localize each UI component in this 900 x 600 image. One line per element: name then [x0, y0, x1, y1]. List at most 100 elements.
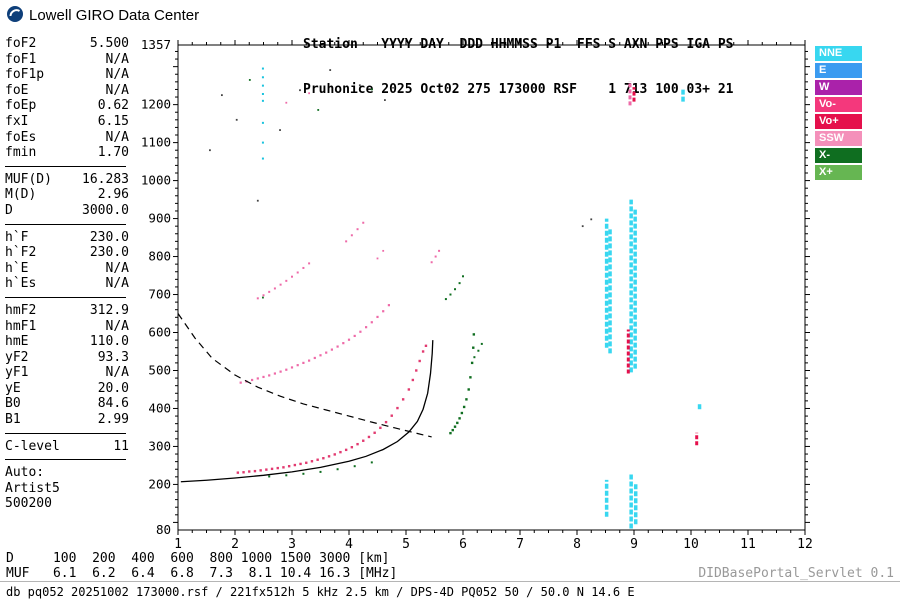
- param-value: 1.70: [97, 145, 129, 161]
- param-row: hmE 110.0: [5, 334, 129, 350]
- param-label: foF2: [5, 36, 37, 51]
- o-second-hop-upper: [256, 297, 259, 300]
- muf-row: MUF 6.1 6.2 6.4 6.8 7.3 8.1 10.4 16.3 [M…: [6, 566, 398, 581]
- o-trace: [356, 442, 359, 446]
- x-tick-label: 5: [402, 537, 410, 552]
- y-tick-label: 700: [148, 287, 171, 302]
- param-value: 3000.0: [82, 202, 129, 218]
- y-tick-label: 200: [148, 476, 171, 491]
- legend-item-w: W: [815, 80, 862, 95]
- x-tick-label: 2: [231, 537, 239, 552]
- parameter-panel: foF2 5.500 foF1 N/A foF1p N/A foE N/A foEp 0.62 fx…: [5, 36, 129, 512]
- footer-info: db pq052 20251002 173000.rsf / 221fx512h…: [6, 585, 635, 599]
- brand-title[interactable]: Lowell GIRO Data Center: [29, 7, 200, 24]
- o-trace: [418, 359, 421, 363]
- o-second-hop-upper: [430, 261, 433, 264]
- o-second-hop-upper: [438, 249, 441, 252]
- param-row: h`F2 230.0: [5, 245, 129, 261]
- x-tick-label: 11: [740, 537, 756, 552]
- x-trace-second-hop: [462, 275, 464, 278]
- o-trace: [236, 471, 240, 474]
- x-trace: [458, 417, 461, 420]
- param-row: foF1 N/A: [5, 52, 129, 68]
- o-trace: [407, 388, 411, 391]
- noise-cyan: [261, 157, 264, 160]
- param-divider: [5, 296, 126, 298]
- x-trace: [472, 333, 476, 336]
- o-trace: [259, 469, 262, 472]
- o-second-hop: [365, 326, 368, 329]
- param-row: foEp 0.62: [5, 98, 129, 114]
- o-trace: [401, 398, 405, 401]
- o-second-hop: [313, 356, 316, 360]
- noise-pink: [376, 257, 379, 260]
- param-label: foEs: [5, 129, 37, 145]
- o-second-hop: [325, 351, 328, 354]
- giro-logo-icon[interactable]: [6, 5, 24, 23]
- y-tick-label: 900: [148, 211, 171, 226]
- param-row: fmin 1.70: [5, 145, 129, 161]
- param-row: fxI 6.15: [5, 114, 129, 130]
- o-second-hop-upper: [308, 262, 311, 265]
- o-trace: [282, 466, 285, 469]
- noise-dark: [256, 199, 259, 202]
- y-tick-label: 1357: [141, 38, 171, 52]
- param-row: B0 84.6: [5, 396, 129, 412]
- param-label: B1: [5, 412, 21, 428]
- param-row: h`Es N/A: [5, 276, 129, 292]
- o-second-hop: [239, 381, 242, 384]
- noise-dark: [358, 84, 361, 87]
- ionogram-plot: 1 2 3 4 5 6 7 8 9 10 11 128020030040050060070080090…: [141, 38, 813, 552]
- legend-item-x: X+: [815, 165, 862, 180]
- param-label: h`E: [5, 260, 29, 276]
- o-second-hop: [330, 348, 333, 351]
- o-second-hop-upper: [268, 290, 271, 293]
- x-trace-low: [336, 468, 339, 471]
- o-second-hop: [342, 342, 345, 345]
- o-second-hop: [285, 368, 288, 371]
- o-trace: [287, 464, 291, 468]
- o-trace: [344, 448, 348, 452]
- y-tick-label: 400: [148, 400, 171, 415]
- param-label: MUF(D): [5, 171, 52, 187]
- param-row: foE N/A: [5, 83, 129, 99]
- param-value: 230.0: [89, 229, 129, 245]
- o-trace: [411, 378, 415, 382]
- x-tick-label: 9: [630, 537, 638, 552]
- o-second-hop-upper: [356, 228, 359, 231]
- synthesized-trace: [180, 340, 434, 483]
- o-second-hop: [347, 338, 351, 341]
- o-trace: [424, 344, 428, 347]
- o-second-hop: [262, 375, 265, 379]
- noise-cyan: [261, 76, 264, 79]
- x-tick-label: 6: [459, 537, 467, 552]
- distance-row: D 100 200 400 600 800 1000 1500 3000 [km…: [6, 551, 390, 566]
- x-trace: [456, 421, 459, 425]
- param-value: 20.0: [97, 380, 129, 396]
- x-trace-second-hop: [454, 288, 457, 291]
- x-trace: [462, 405, 466, 409]
- param-value: 2.99: [97, 412, 129, 428]
- param-value: 6.15: [97, 113, 129, 129]
- y-tick-label: 300: [148, 438, 171, 453]
- o-trace: [327, 455, 331, 458]
- noise-cyan: [261, 121, 264, 124]
- o-second-hop: [387, 304, 390, 307]
- noise-cyan: [261, 99, 264, 102]
- param-divider: [5, 165, 126, 167]
- o-second-hop: [302, 361, 305, 364]
- x-trace-low: [302, 472, 305, 475]
- x-trace-second-hop: [477, 349, 480, 352]
- noise-green: [262, 296, 264, 299]
- param-value: N/A: [105, 129, 129, 145]
- noise-pink: [308, 92, 310, 95]
- y-tick-label: 80: [156, 522, 171, 537]
- noise-dark: [329, 69, 332, 71]
- param-label: foF1: [5, 51, 37, 67]
- noise-green: [317, 109, 320, 111]
- o-trace: [299, 462, 302, 466]
- y-tick-label: 800: [148, 249, 171, 264]
- noise-cyan: [261, 92, 264, 95]
- param-label: foF1p: [5, 67, 45, 83]
- param-label: h`F2: [5, 245, 37, 261]
